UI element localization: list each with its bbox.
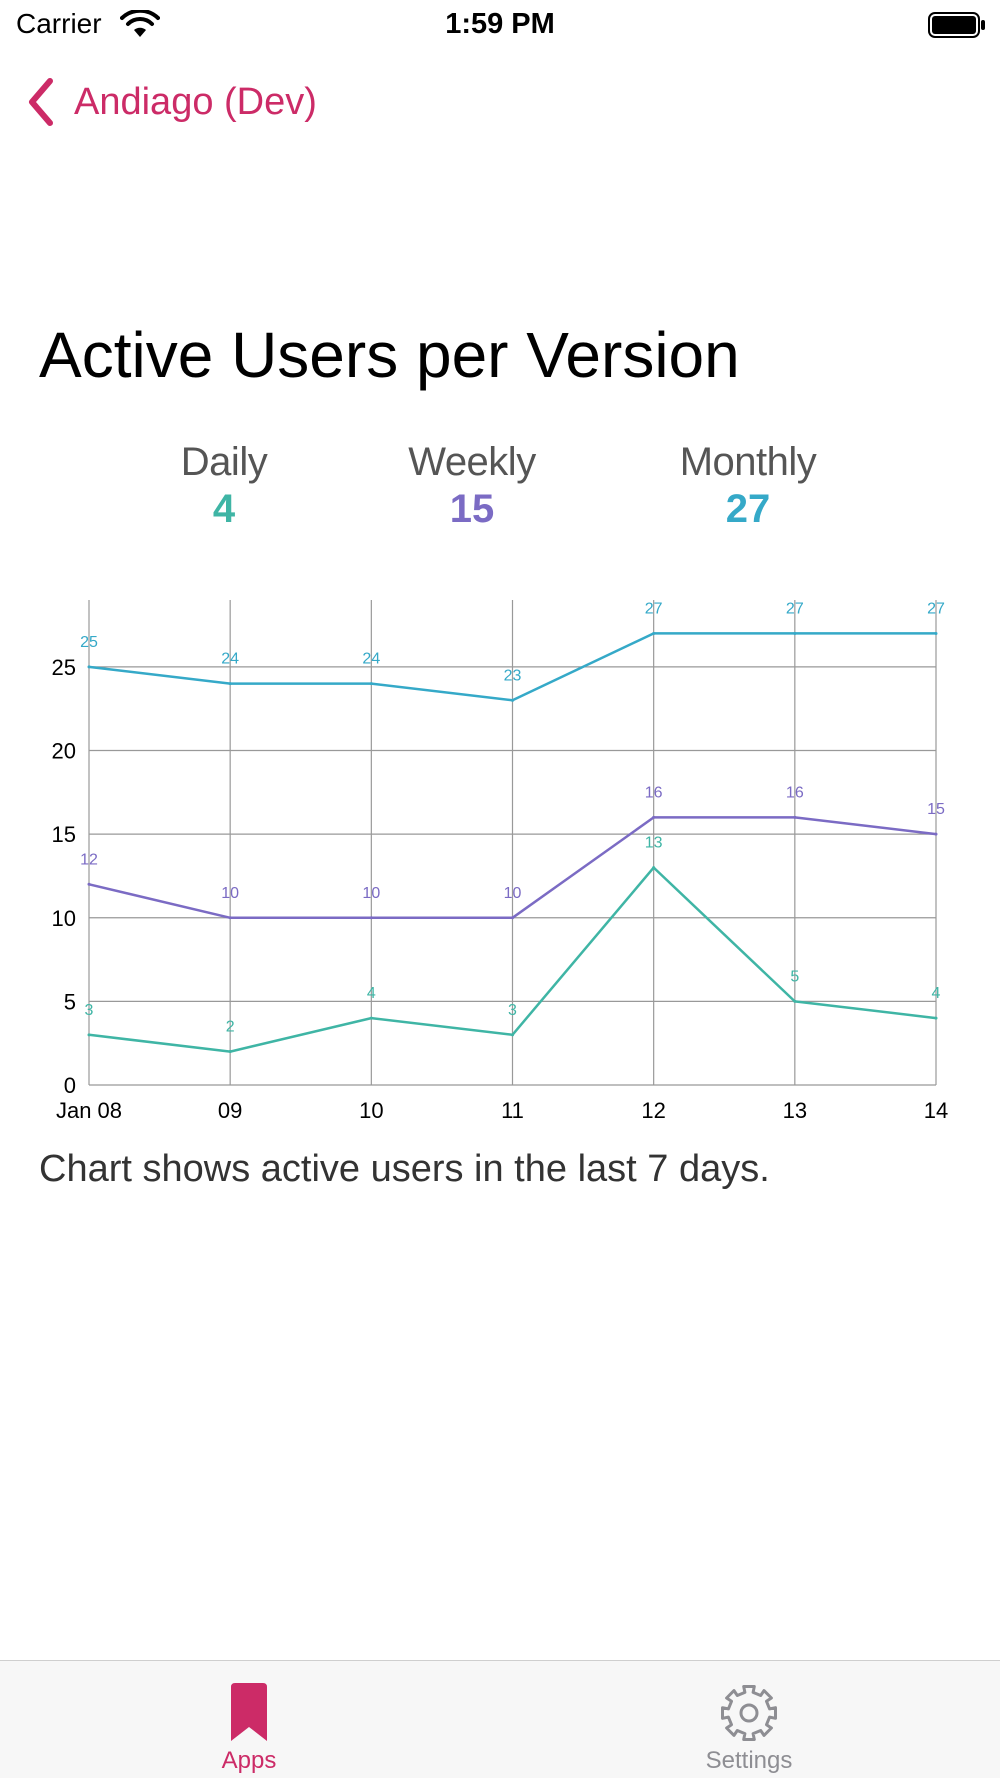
gear-icon <box>721 1685 777 1741</box>
data-label: 10 <box>504 885 522 902</box>
data-point <box>652 815 656 819</box>
y-tick-label: 15 <box>52 822 76 847</box>
data-point <box>511 698 514 702</box>
data-label: 4 <box>932 985 941 1002</box>
data-point <box>934 1016 938 1020</box>
y-tick-label: 20 <box>52 739 76 764</box>
chevron-left-icon <box>29 78 53 126</box>
daily-label: Daily <box>180 440 268 484</box>
y-tick-label: 0 <box>64 1073 76 1098</box>
carrier-label: Carrier <box>16 8 102 39</box>
data-label: 12 <box>80 851 98 868</box>
page-title: Active Users per Version <box>39 319 740 391</box>
chart-caption: Chart shows active users in the last 7 d… <box>39 1148 770 1190</box>
data-point <box>369 1016 373 1020</box>
x-tick-label: 10 <box>359 1098 383 1123</box>
daily-stat: Daily 4 <box>104 440 344 532</box>
bookmark-icon <box>231 1683 267 1741</box>
data-label: 24 <box>221 651 239 668</box>
data-point <box>934 832 938 836</box>
data-label: 10 <box>362 885 380 902</box>
data-label: 4 <box>367 985 376 1002</box>
data-point <box>369 916 373 920</box>
data-point <box>793 631 797 635</box>
x-tick-label: 09 <box>218 1098 242 1123</box>
x-tick-label: 11 <box>501 1098 524 1123</box>
data-label: 27 <box>645 600 663 617</box>
y-tick-label: 5 <box>64 989 76 1014</box>
data-label: 13 <box>645 835 663 852</box>
data-label: 5 <box>790 968 799 985</box>
data-label: 27 <box>927 600 945 617</box>
tab-bar: Apps Settings <box>0 1660 1000 1778</box>
y-tick-label: 25 <box>52 655 76 680</box>
daily-value: 4 <box>212 487 236 531</box>
back-button[interactable]: Andiago (Dev) <box>26 72 317 132</box>
data-point <box>228 1050 232 1054</box>
x-tick-label: 14 <box>924 1098 948 1123</box>
data-point <box>87 882 91 886</box>
x-tick-label: Jan 08 <box>56 1098 122 1123</box>
data-label: 15 <box>927 801 945 818</box>
data-point <box>793 815 797 819</box>
data-point <box>511 916 514 920</box>
data-point <box>228 916 232 920</box>
back-label: Andiago (Dev) <box>74 80 317 123</box>
data-point <box>793 999 797 1003</box>
data-point <box>652 631 656 635</box>
tab-apps-label: Apps <box>221 1747 277 1774</box>
tab-settings-label: Settings <box>705 1747 793 1774</box>
data-point <box>87 665 91 669</box>
x-tick-label: 13 <box>783 1098 807 1123</box>
tab-apps[interactable]: Apps <box>99 1661 399 1778</box>
data-label: 23 <box>504 667 522 684</box>
weekly-stat: Weekly 15 <box>352 440 592 532</box>
data-point <box>652 866 656 870</box>
battery-icon <box>928 12 985 38</box>
monthly-label: Monthly <box>679 440 817 484</box>
weekly-label: Weekly <box>408 440 536 484</box>
data-label: 3 <box>85 1002 94 1019</box>
monthly-value: 27 <box>725 487 771 531</box>
y-tick-label: 10 <box>52 906 76 931</box>
data-label: 27 <box>786 600 804 617</box>
wifi-icon <box>120 10 160 37</box>
data-label: 3 <box>508 1002 517 1019</box>
data-point <box>511 1033 514 1037</box>
data-label: 16 <box>786 784 804 801</box>
status-bar: Carrier 1:59 PM <box>0 0 1000 50</box>
monthly-stat: Monthly 27 <box>628 440 868 532</box>
data-point <box>228 682 232 686</box>
data-label: 10 <box>221 885 239 902</box>
tab-settings[interactable]: Settings <box>599 1661 899 1778</box>
x-tick-label: 12 <box>641 1098 665 1123</box>
data-point <box>369 682 373 686</box>
data-label: 25 <box>80 634 98 651</box>
weekly-value: 15 <box>449 487 495 531</box>
data-label: 2 <box>226 1019 235 1036</box>
data-label: 24 <box>362 651 380 668</box>
clock: 1:59 PM <box>445 8 555 40</box>
data-point <box>934 631 938 635</box>
data-point <box>87 1033 91 1037</box>
data-label: 16 <box>645 784 663 801</box>
